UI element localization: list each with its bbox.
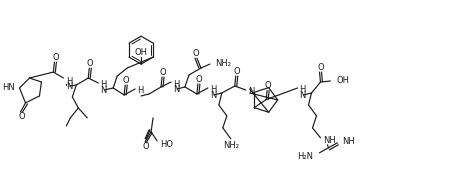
Text: O: O [52, 53, 59, 62]
Text: NH: NH [343, 137, 355, 146]
Text: H: H [300, 86, 306, 94]
Text: NH₂: NH₂ [223, 141, 239, 150]
Text: H: H [100, 80, 106, 90]
Text: O: O [160, 68, 166, 77]
Text: OH: OH [135, 48, 148, 57]
Text: H₂N: H₂N [297, 152, 313, 161]
Text: N: N [248, 88, 254, 96]
Text: N: N [66, 82, 73, 91]
Text: O: O [195, 75, 202, 83]
Text: O: O [87, 59, 94, 68]
Text: H: H [66, 77, 73, 86]
Text: H: H [173, 79, 179, 89]
Text: N: N [300, 91, 306, 100]
Text: HN: HN [2, 83, 15, 92]
Text: H: H [210, 86, 216, 94]
Text: N: N [100, 87, 106, 95]
Text: N: N [173, 86, 179, 94]
Text: O: O [317, 63, 324, 71]
Text: O: O [143, 142, 149, 151]
Text: O: O [18, 112, 25, 121]
Text: O: O [265, 81, 272, 90]
Text: O: O [233, 67, 240, 76]
Text: HO: HO [160, 140, 173, 149]
Text: NH: NH [324, 136, 336, 145]
Text: H: H [137, 87, 143, 95]
Text: O: O [193, 49, 199, 58]
Text: NH₂: NH₂ [215, 59, 231, 68]
Text: O: O [123, 76, 130, 84]
Text: N: N [210, 91, 216, 100]
Text: OH: OH [337, 76, 349, 84]
